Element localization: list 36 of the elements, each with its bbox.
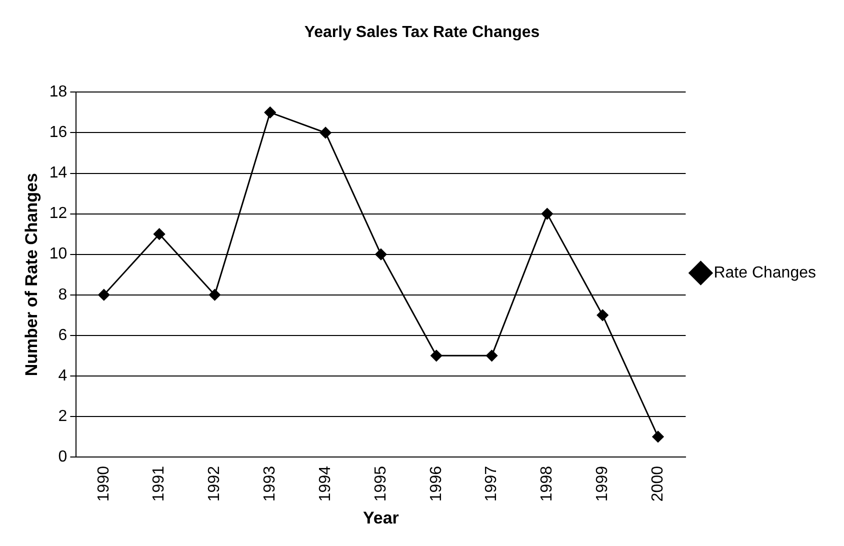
y-axis-title: Number of Rate Changes <box>22 173 41 376</box>
y-tick-label: 0 <box>58 448 68 466</box>
point <box>208 289 220 301</box>
legend-label: Rate Changes <box>714 264 816 282</box>
point <box>596 309 608 321</box>
x-tick-label: 1996 <box>428 466 445 502</box>
point <box>541 208 553 220</box>
y-tick-label: 14 <box>49 164 68 182</box>
x-tick-label: 1992 <box>206 466 224 502</box>
x-tick-label: 1994 <box>316 466 334 502</box>
point <box>98 289 110 301</box>
point <box>375 248 387 260</box>
y-tick-label: 6 <box>58 326 68 344</box>
x-tick-label: 1999 <box>594 466 611 502</box>
point <box>430 350 442 362</box>
y-tick-label: 16 <box>49 124 68 142</box>
y-tick-label: 8 <box>58 286 68 304</box>
y-tick-label: 4 <box>58 367 68 384</box>
point <box>320 126 332 138</box>
x-tick-label: 1997 <box>483 466 500 502</box>
chart-title: Yearly Sales Tax Rate Changes <box>304 24 540 42</box>
point <box>264 106 276 118</box>
point <box>154 228 166 240</box>
x-tick-label: 1993 <box>262 466 279 502</box>
y-tick-label: 2 <box>58 408 68 425</box>
x-tick-label: 1991 <box>150 466 168 502</box>
x-tick-label: 1990 <box>95 466 112 502</box>
point <box>486 350 498 362</box>
point <box>652 430 664 442</box>
y-tick-label: 10 <box>49 246 68 263</box>
x-tick-label: 2000 <box>649 466 666 502</box>
y-tick-label: 18 <box>49 84 68 101</box>
x-axis-title: Year <box>362 508 400 528</box>
x-tick-label: 1995 <box>372 466 390 502</box>
y-tick-label: 12 <box>49 205 68 222</box>
x-tick-label: 1998 <box>538 466 556 502</box>
